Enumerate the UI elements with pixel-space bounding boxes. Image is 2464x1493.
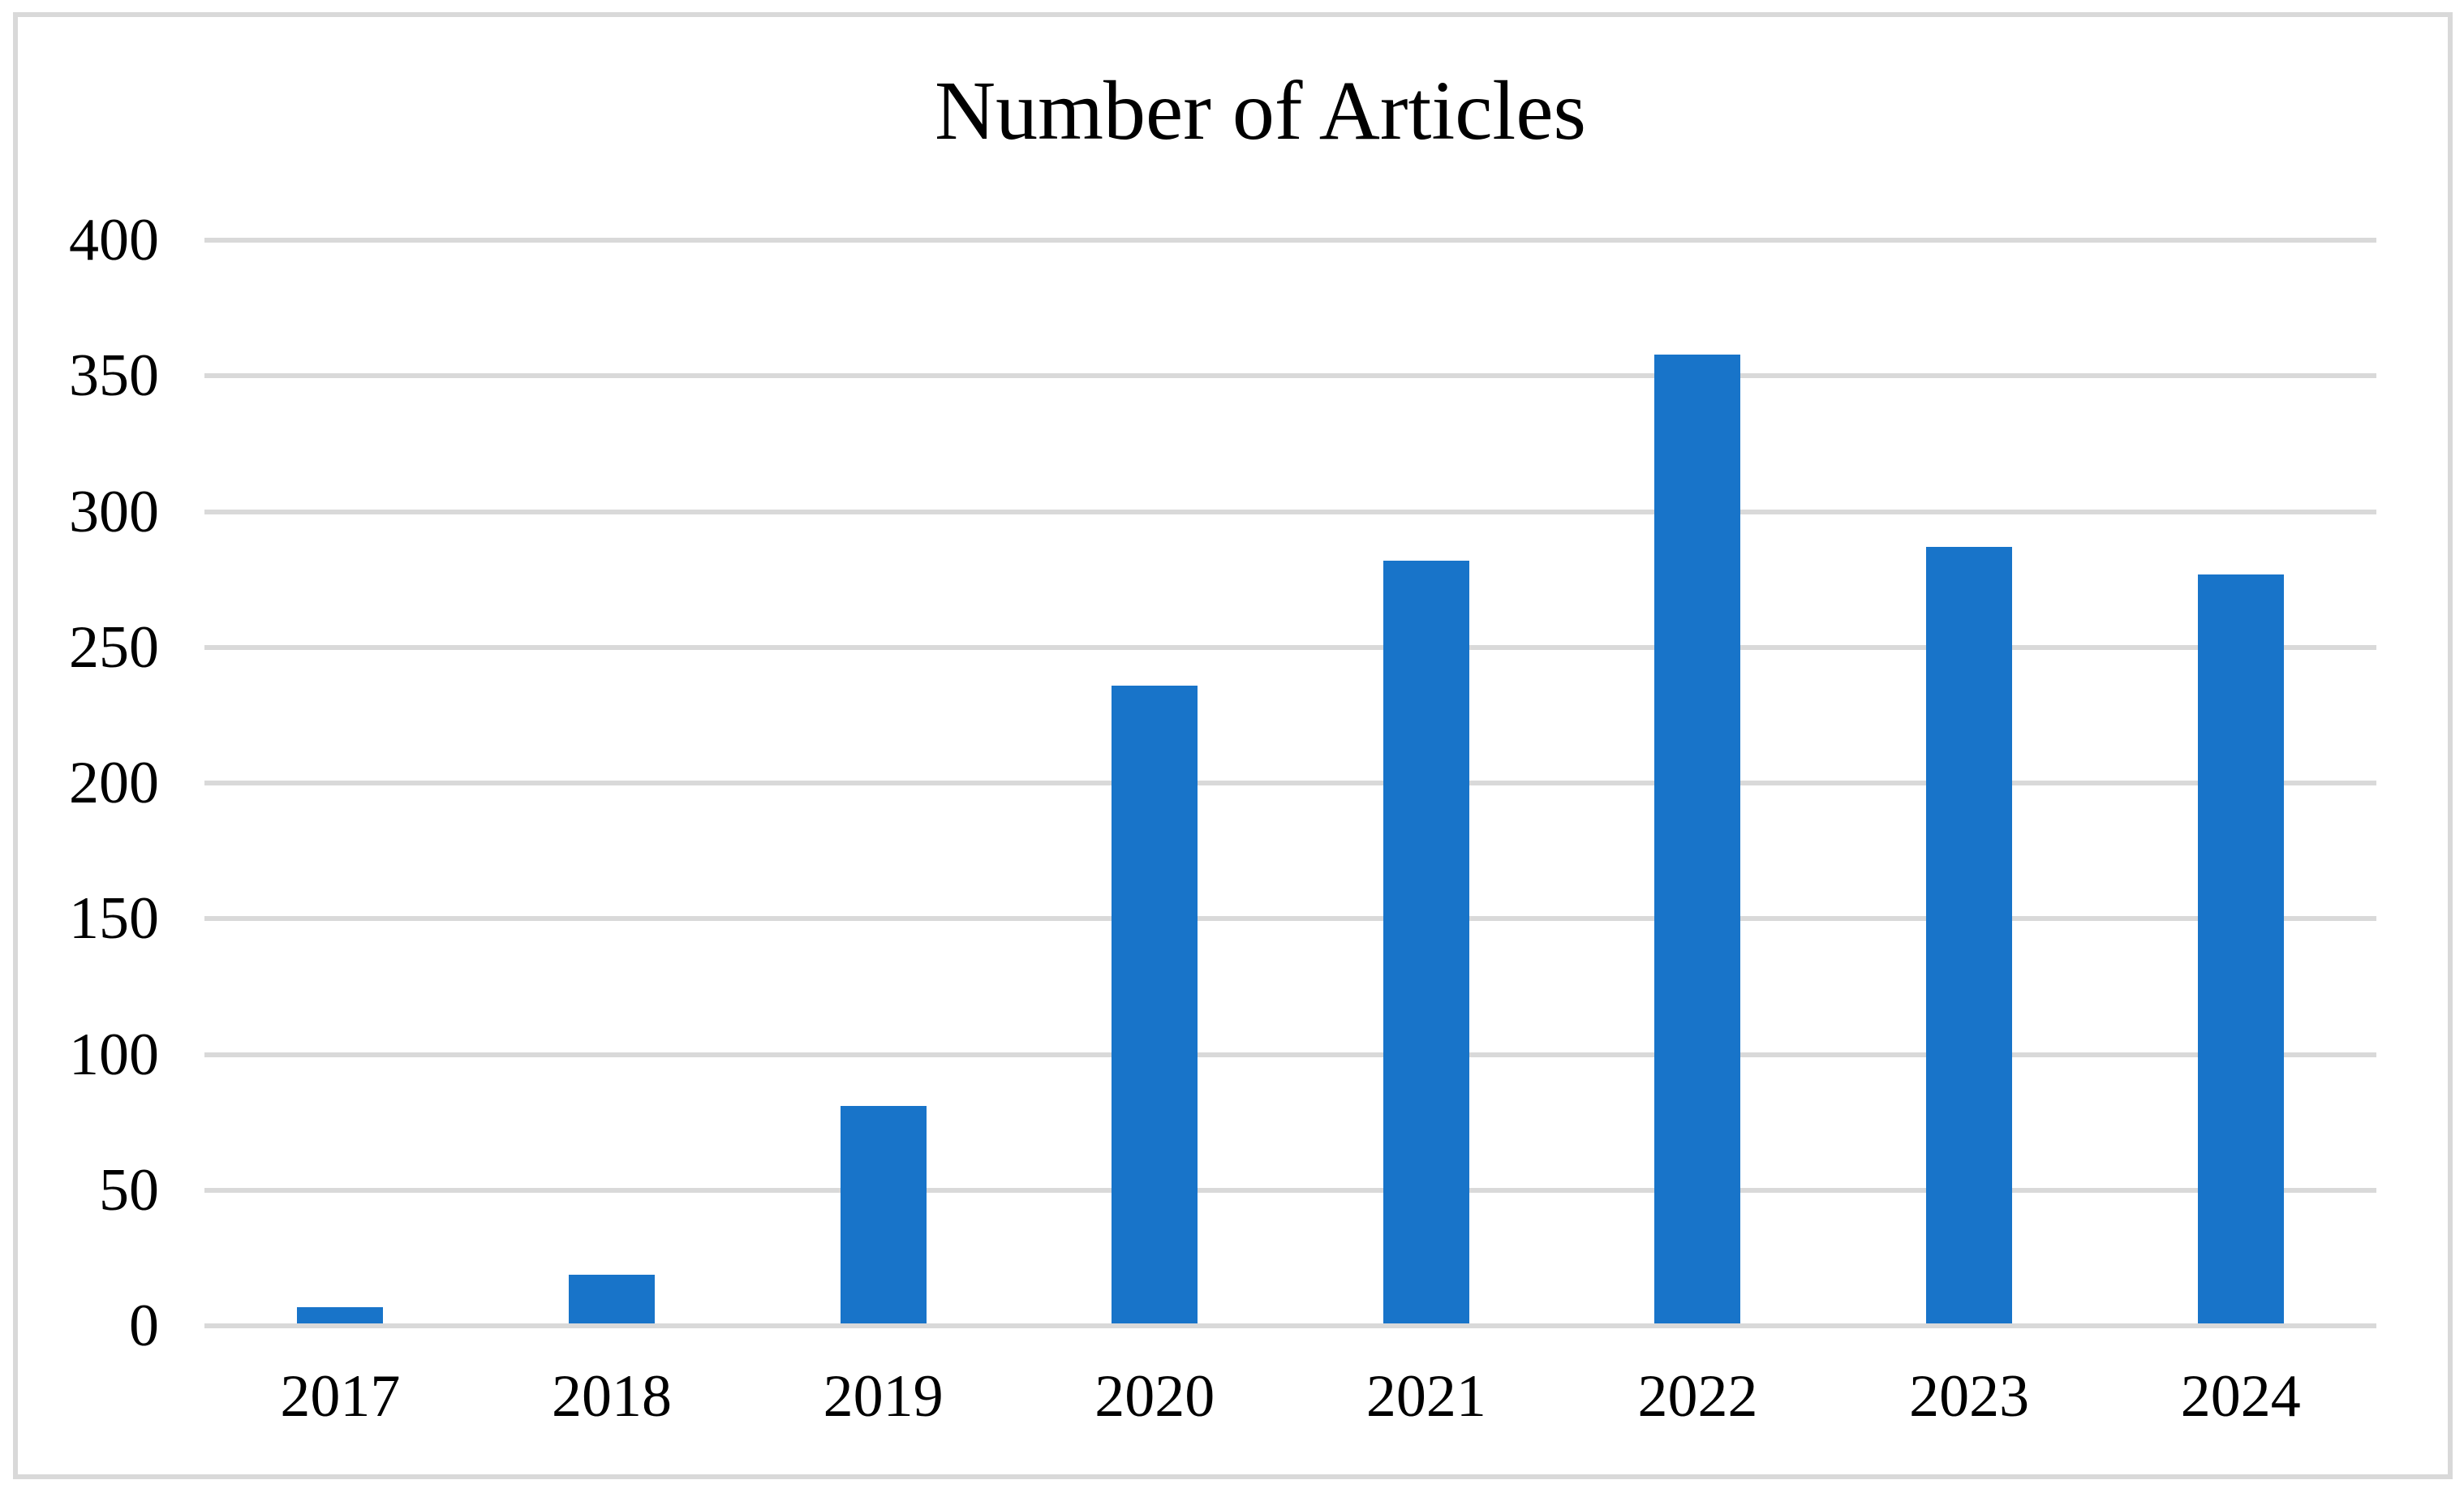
gridline-y-150 — [204, 916, 2376, 922]
bar-2020 — [1112, 685, 1198, 1323]
bar-2022 — [1654, 354, 1741, 1323]
bar-2024 — [2197, 574, 2284, 1323]
gridline-y-100 — [204, 1052, 2376, 1057]
y-axis-tick-label: 0 — [129, 1293, 159, 1359]
x-axis-tick-label-2020: 2020 — [1094, 1363, 1215, 1430]
bar-2021 — [1383, 561, 1469, 1323]
y-axis-tick-label: 50 — [99, 1156, 159, 1224]
bar-2019 — [840, 1106, 927, 1323]
x-axis-tick-label-2017: 2017 — [280, 1363, 401, 1430]
gridline-y-400 — [204, 238, 2376, 243]
gridline-y-200 — [204, 781, 2376, 785]
y-axis-tick-label: 200 — [69, 750, 159, 816]
x-axis-tick-label-2019: 2019 — [823, 1363, 944, 1430]
gridline-y-50 — [204, 1187, 2376, 1193]
bar-2023 — [1926, 547, 2013, 1323]
x-axis-tick-label-2024: 2024 — [2180, 1363, 2301, 1430]
gridline-y-0 — [204, 1323, 2376, 1328]
bar-2017 — [297, 1306, 384, 1323]
x-axis-tick-label-2021: 2021 — [1365, 1363, 1486, 1430]
chart-title: Number of Articles — [935, 64, 1586, 157]
x-axis-tick-label-2022: 2022 — [1637, 1363, 1758, 1430]
y-axis-tick-label: 100 — [69, 1021, 159, 1088]
y-axis-tick-label: 150 — [69, 885, 159, 953]
y-axis-tick-label: 300 — [69, 478, 159, 545]
y-axis-tick-label: 400 — [69, 207, 159, 273]
gridline-y-250 — [204, 644, 2376, 650]
gridline-y-350 — [204, 373, 2376, 379]
x-axis-tick-label-2023: 2023 — [1909, 1363, 2030, 1430]
gridline-y-300 — [204, 509, 2376, 514]
x-axis-tick-label-2018: 2018 — [551, 1363, 672, 1430]
chart-border-frame — [13, 12, 2453, 1479]
y-axis-tick-label: 250 — [69, 613, 159, 681]
bar-2018 — [568, 1274, 655, 1323]
y-axis-tick-label: 350 — [69, 342, 159, 410]
